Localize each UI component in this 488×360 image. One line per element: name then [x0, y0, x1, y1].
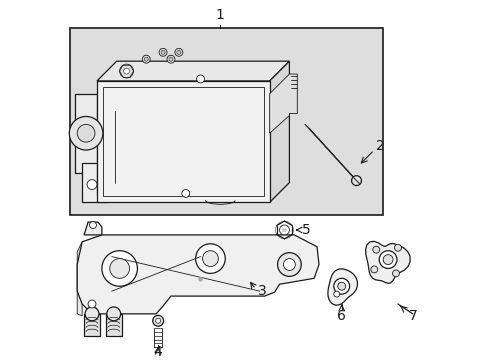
Polygon shape — [269, 74, 297, 133]
Text: 6: 6 — [337, 309, 346, 323]
Circle shape — [198, 277, 202, 281]
Bar — [105, 314, 122, 336]
Polygon shape — [77, 235, 318, 314]
Circle shape — [337, 282, 345, 290]
Circle shape — [106, 307, 121, 321]
Circle shape — [394, 244, 401, 251]
Circle shape — [175, 48, 183, 56]
Polygon shape — [77, 242, 82, 316]
Circle shape — [351, 176, 361, 185]
Text: 5: 5 — [302, 223, 310, 237]
Polygon shape — [269, 61, 289, 202]
Circle shape — [87, 180, 97, 189]
Circle shape — [167, 55, 175, 63]
Circle shape — [333, 278, 349, 294]
Circle shape — [120, 64, 133, 78]
Polygon shape — [365, 241, 409, 283]
Polygon shape — [97, 61, 289, 81]
Circle shape — [333, 291, 339, 297]
Circle shape — [392, 270, 399, 277]
Polygon shape — [84, 222, 102, 235]
Text: 3: 3 — [257, 284, 266, 298]
Circle shape — [144, 57, 148, 61]
Circle shape — [195, 244, 225, 273]
Circle shape — [182, 189, 189, 197]
Circle shape — [277, 253, 301, 276]
Polygon shape — [97, 81, 269, 202]
Circle shape — [102, 251, 137, 286]
Circle shape — [169, 57, 173, 61]
Bar — [84, 314, 100, 336]
Text: 2: 2 — [375, 139, 384, 153]
Circle shape — [152, 315, 163, 326]
Text: 4: 4 — [153, 345, 162, 359]
Circle shape — [177, 50, 181, 54]
Circle shape — [282, 228, 286, 232]
Polygon shape — [82, 163, 106, 202]
Circle shape — [155, 318, 160, 323]
Circle shape — [142, 55, 150, 63]
Circle shape — [77, 124, 95, 142]
Circle shape — [85, 307, 99, 321]
Circle shape — [89, 221, 96, 229]
Circle shape — [69, 117, 102, 150]
Polygon shape — [327, 269, 357, 305]
Circle shape — [379, 251, 396, 269]
Circle shape — [370, 266, 377, 273]
Bar — [70, 28, 383, 215]
Circle shape — [202, 251, 218, 266]
Circle shape — [383, 255, 392, 265]
Circle shape — [161, 50, 165, 54]
Text: 7: 7 — [407, 309, 416, 323]
Circle shape — [283, 258, 295, 270]
Circle shape — [196, 75, 204, 83]
Polygon shape — [75, 94, 97, 173]
Circle shape — [372, 246, 379, 253]
Circle shape — [109, 258, 129, 278]
Circle shape — [123, 68, 129, 74]
Circle shape — [88, 300, 96, 308]
Circle shape — [159, 48, 167, 56]
Text: 1: 1 — [215, 8, 224, 22]
Circle shape — [279, 225, 289, 235]
